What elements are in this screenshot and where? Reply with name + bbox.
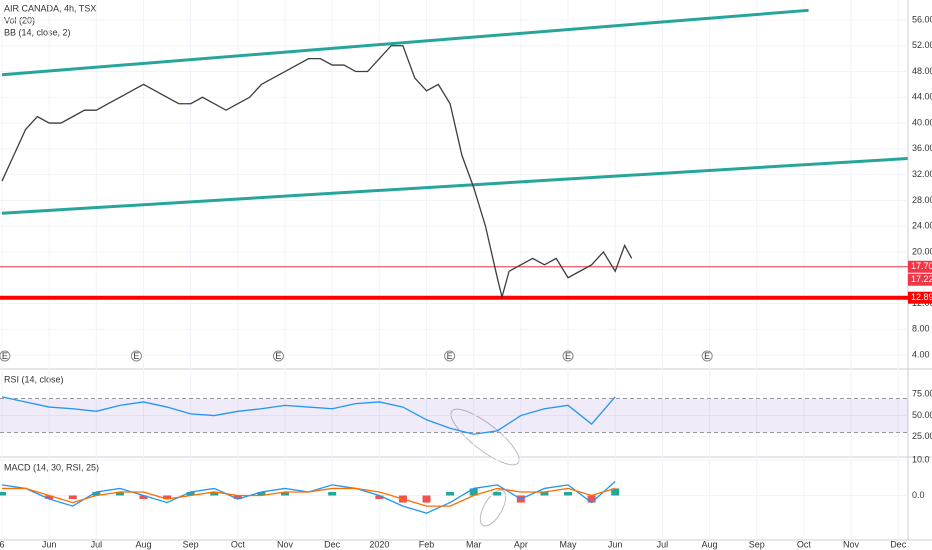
histogram-bar <box>375 495 384 500</box>
histogram-bar <box>139 495 148 500</box>
price-label-box <box>908 260 932 273</box>
y-tick-label: 52.00 <box>912 40 932 50</box>
study-label: BB (14, close, 2) <box>4 27 71 37</box>
x-tick-label: Jul <box>91 539 103 549</box>
y-tick-label: 56.00 <box>912 14 932 24</box>
earnings-marker <box>444 350 456 362</box>
y-tick-label: 0.0 <box>912 490 925 500</box>
x-tick-label: Jun <box>608 539 623 549</box>
x-tick-label: Oct <box>231 539 246 549</box>
price-label: 17.70 <box>911 261 932 271</box>
x-tick-label: Sep <box>183 539 199 549</box>
y-tick-label: 36.00 <box>912 143 932 153</box>
line <box>1 45 633 300</box>
histogram-bar <box>163 495 172 500</box>
x-tick-label: Oct <box>797 539 812 549</box>
earnings-marker <box>272 350 284 362</box>
histogram-bar <box>540 491 549 496</box>
line <box>1 157 908 215</box>
price-label: 12.89 <box>911 292 932 302</box>
y-tick-label: 40.00 <box>912 117 932 127</box>
histogram-bar <box>115 491 124 496</box>
x-tick-label: Jun <box>42 539 57 549</box>
price-label-box <box>908 291 932 304</box>
histogram-bar <box>328 491 337 496</box>
histogram-bar <box>257 491 266 496</box>
y-tick-label: 44.00 <box>912 92 932 102</box>
x-tick-label: Apr <box>514 539 528 549</box>
y-tick-label: 25.00 <box>912 431 932 441</box>
x-tick-label: Dec <box>890 539 907 549</box>
histogram-bar <box>422 495 431 503</box>
histogram-bar <box>186 491 195 496</box>
chart-title: AIR CANADA, 4h, TSX <box>4 3 96 13</box>
histogram-bar <box>587 495 596 503</box>
price-label-box <box>908 273 932 286</box>
earnings-marker <box>0 350 11 362</box>
earnings-label: E <box>133 351 139 361</box>
y-tick-label: 50.00 <box>912 410 932 420</box>
histogram-bar <box>68 495 77 500</box>
x-tick-label: May <box>560 539 578 549</box>
histogram-bar <box>281 491 290 496</box>
pane-title: MACD (14, 30, RSI, 25) <box>4 462 99 472</box>
earnings-marker <box>701 350 713 362</box>
y-tick-label: 32.00 <box>912 169 932 179</box>
pane-title: RSI (14, close) <box>4 374 64 384</box>
earnings-label: E <box>565 351 571 361</box>
earnings-label: E <box>2 351 8 361</box>
price-label: 17.22 <box>911 274 932 284</box>
x-tick-label: Jul <box>657 539 669 549</box>
line <box>2 487 616 507</box>
y-tick-label: 8.00 <box>912 324 930 334</box>
histogram-bar <box>446 491 455 496</box>
x-tick-label: Aug <box>135 539 151 549</box>
histogram-bar <box>92 491 101 496</box>
histogram-bar <box>233 495 242 500</box>
x-tick-label: Aug <box>702 539 718 549</box>
y-tick-label: 24.00 <box>912 221 932 231</box>
x-tick-label: Dec <box>324 539 341 549</box>
y-tick-label: 4.00 <box>912 349 930 359</box>
y-tick-label: 75.00 <box>912 389 932 399</box>
x-tick-label: Nov <box>843 539 860 549</box>
x-tick-label: 2020 <box>369 539 389 549</box>
histogram-bar <box>493 491 502 496</box>
y-tick-label: 48.00 <box>912 66 932 76</box>
x-tick-label: 6 <box>0 539 5 549</box>
histogram-bar <box>611 488 620 496</box>
y-tick-label: 28.00 <box>912 195 932 205</box>
earnings-label: E <box>447 351 453 361</box>
x-tick-label: Sep <box>749 539 765 549</box>
histogram-bar <box>45 495 54 500</box>
earnings-label: E <box>704 351 710 361</box>
earnings-marker <box>130 350 142 362</box>
histogram-bar <box>469 488 478 496</box>
line <box>1 8 809 77</box>
earnings-label: E <box>275 351 281 361</box>
earnings-marker <box>562 350 574 362</box>
y-tick-label: 10.0 <box>912 455 930 465</box>
x-tick-label: Feb <box>419 539 435 549</box>
histogram-bar <box>564 491 573 496</box>
histogram-bar <box>210 491 219 496</box>
x-tick-label: Mar <box>466 539 482 549</box>
histogram-bar <box>0 491 6 496</box>
x-tick-label: Nov <box>277 539 294 549</box>
annotation-ellipse <box>479 489 507 527</box>
y-tick-label: 20.00 <box>912 246 932 256</box>
line <box>1 396 616 435</box>
